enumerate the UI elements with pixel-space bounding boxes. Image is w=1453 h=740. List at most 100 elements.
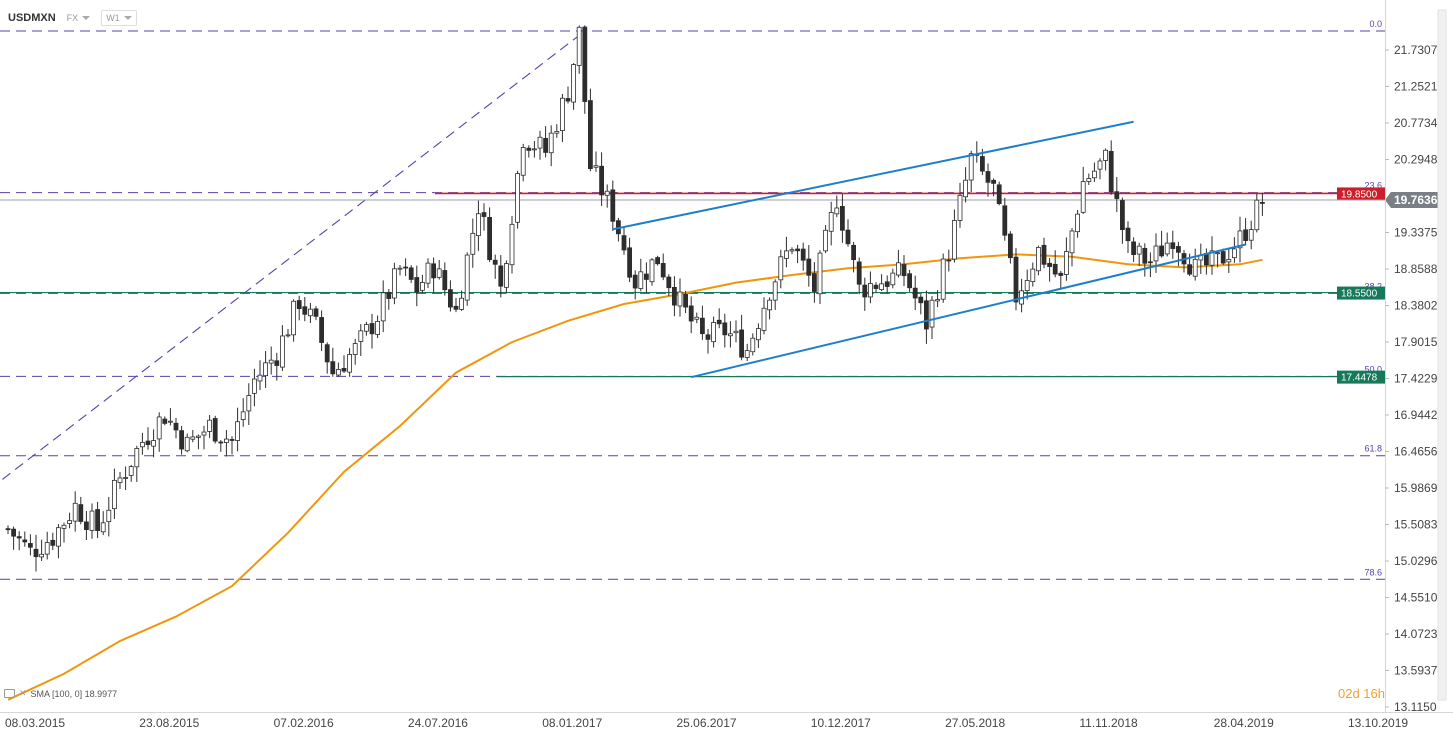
candles	[5, 25, 1265, 572]
candle-body	[991, 179, 996, 184]
sma-100-line	[7, 253, 1263, 701]
x-tick-label: 25.06.2017	[677, 716, 737, 730]
y-tick-label: 19.3375	[1394, 226, 1438, 240]
candle-body	[812, 273, 817, 292]
candle-body	[532, 148, 537, 151]
y-tick-label: 16.9442	[1394, 408, 1438, 422]
y-tick-label: 21.2521	[1394, 80, 1438, 94]
candle-body	[363, 324, 369, 332]
candle-body	[739, 329, 744, 358]
candle-body	[139, 442, 145, 448]
symbol-label[interactable]: USDMXN	[8, 12, 56, 24]
indicator-settings-icon[interactable]	[4, 689, 15, 698]
candle-body	[621, 235, 627, 251]
candle-body	[705, 334, 711, 340]
chart-header: USDMXN FX W1	[8, 8, 137, 28]
candle-body	[274, 360, 280, 366]
level-tag-label-resistance: 19.8500	[1341, 189, 1378, 200]
candle-body	[772, 281, 778, 301]
candle-body	[190, 436, 196, 440]
candle-body	[688, 305, 694, 322]
candle-body	[509, 223, 515, 266]
candle-body	[907, 273, 912, 289]
candle-body	[100, 522, 106, 533]
candle-body	[162, 418, 168, 424]
candle-body	[22, 539, 28, 543]
candle-body	[319, 317, 325, 343]
candle-body	[285, 334, 291, 337]
candle-body	[638, 271, 644, 289]
candle-body	[16, 536, 22, 539]
candle-body	[1164, 242, 1170, 255]
indicator-legend[interactable]: ✕ SMA [100, 0] 18.9977	[4, 688, 117, 699]
market-dropdown[interactable]: FX	[62, 10, 96, 26]
candle-body	[795, 248, 800, 252]
candle-body	[968, 153, 974, 181]
y-tick-label: 14.0723	[1394, 627, 1438, 641]
candle-body	[296, 300, 302, 310]
candle-body	[784, 250, 789, 259]
candle-body	[610, 189, 616, 222]
candle-body	[112, 479, 117, 510]
x-tick-label: 24.07.2016	[408, 716, 468, 730]
candle-body	[571, 64, 576, 103]
candle-body	[352, 343, 358, 355]
candle-body	[733, 330, 739, 334]
candle-body	[1058, 272, 1064, 276]
candle-body	[1024, 280, 1030, 292]
trend-lines	[612, 120, 1246, 379]
candle-body	[694, 316, 700, 320]
indicator-close-icon[interactable]: ✕	[19, 688, 27, 698]
candle-body	[1030, 268, 1036, 282]
candle-body	[39, 553, 44, 558]
candle-body	[179, 430, 185, 450]
candle-body	[229, 439, 235, 441]
level-tag-resistance	[1337, 187, 1385, 201]
candle-body	[95, 509, 100, 531]
candle-body	[576, 26, 582, 66]
x-tick-label: 13.10.2019	[1348, 716, 1408, 730]
y-tick-label: 18.8588	[1394, 262, 1438, 276]
candle-body	[145, 440, 151, 445]
candle-body	[761, 307, 767, 331]
indicator-label: SMA [100, 0] 18.9977	[30, 688, 118, 699]
candle-body	[1232, 248, 1237, 259]
candle-body	[980, 156, 985, 172]
candle-body	[218, 441, 224, 444]
candle-body	[72, 502, 78, 522]
candle-body	[279, 335, 285, 368]
candle-body	[246, 395, 252, 412]
candle-body	[929, 299, 935, 328]
candle-body	[436, 268, 442, 278]
candle-body	[167, 420, 173, 423]
candle-body	[1237, 230, 1243, 249]
bar-countdown: 02d 16h	[1338, 686, 1385, 701]
candle-body	[856, 261, 862, 285]
candle-body	[1243, 229, 1248, 241]
candle-body	[212, 418, 218, 442]
candle-body	[1108, 150, 1114, 193]
level-tag-label-support: 18.5500	[1341, 289, 1378, 300]
candle-body	[123, 477, 128, 479]
interval-dropdown[interactable]: W1	[101, 10, 137, 26]
candle-body	[750, 337, 756, 353]
trend-channel-upper	[612, 120, 1134, 231]
candle-body	[543, 137, 548, 153]
candle-body	[1248, 229, 1254, 241]
candle-body	[778, 256, 784, 281]
x-tick-label: 27.05.2018	[945, 716, 1005, 730]
y-tick-label: 18.3802	[1394, 299, 1438, 313]
fib-level-label: 50.0	[1364, 364, 1382, 374]
candle-body	[375, 321, 381, 335]
candle-body	[442, 270, 448, 291]
candle-body	[487, 217, 493, 261]
candle-body	[845, 229, 851, 245]
candle-body	[828, 212, 834, 232]
fib-level-label: 78.6	[1364, 567, 1382, 577]
market-label: FX	[66, 13, 79, 23]
candle-body	[946, 259, 952, 262]
candle-body	[207, 419, 213, 432]
candle-body	[823, 229, 828, 252]
candle-body	[722, 322, 728, 336]
